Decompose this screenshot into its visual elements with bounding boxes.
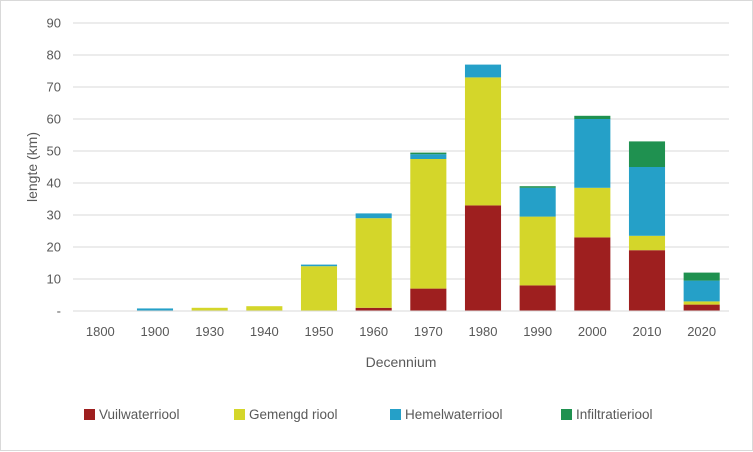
bar-1990-infiltratieriool [519,186,556,188]
x-tick-label-1930: 1930 [195,324,224,339]
bar-1940-gemengd riool [246,306,283,311]
x-tick-label-1960: 1960 [359,324,388,339]
gridlines [73,22,729,280]
bar-1960-vuilwaterriool [355,307,392,311]
x-tick-label-1940: 1940 [250,324,279,339]
x-tick-label-1800: 1800 [86,324,115,339]
bar-2020-infiltratieriool [683,272,720,281]
bar-1950-gemengd riool [300,266,338,311]
legend-swatch-hemelwaterriool [390,409,401,420]
bar-1980-vuilwaterriool [464,205,502,311]
bar-1930-gemengd riool [191,307,228,311]
bar-1980-gemengd riool [464,77,502,206]
bar-1970-gemengd riool [410,159,447,289]
legend: Vuilwaterriool Gemengd riool Hemelwaterrio… [84,407,653,422]
legend-swatch-vuilwaterriool [84,409,95,420]
x-tick-label-1990: 1990 [523,324,552,339]
y-axis-ticks: - 10 20 30 40 50 60 70 80 90 [47,16,61,319]
legend-label-gemengd riool: Gemengd riool [249,407,338,422]
y-tick-label-4: 40 [47,176,61,191]
x-tick-label-1900: 1900 [141,324,170,339]
bar-2000-hemelwaterriool [574,119,611,188]
bars-layer [136,64,720,311]
legend-swatch-gemengd riool [234,409,245,420]
x-tick-label-1980: 1980 [469,324,498,339]
bar-1950-hemelwaterriool [300,264,338,267]
bar-1990-gemengd riool [519,216,556,286]
y-tick-label-9: 90 [47,16,61,31]
y-tick-label-0: - [57,304,61,319]
bar-2000-infiltratieriool [574,115,611,119]
bar-1990-vuilwaterriool [519,285,556,311]
bar-1970-vuilwaterriool [410,288,447,311]
bar-1960-gemengd riool [355,218,392,308]
y-tick-label-3: 30 [47,208,61,223]
bar-2020-hemelwaterriool [683,280,720,302]
y-axis-title: lengte (km) [24,132,40,202]
bar-1900-hemelwaterriool [136,308,174,311]
bar-1960-hemelwaterriool [355,213,392,219]
bar-1990-hemelwaterriool [519,187,556,217]
y-tick-label-5: 50 [47,144,61,159]
bar-2020-gemengd riool [683,301,720,305]
y-tick-label-8: 80 [47,48,61,63]
bar-1980-hemelwaterriool [464,64,502,78]
x-tick-label-2010: 2010 [633,324,662,339]
legend-swatch-infiltratieriool [561,409,572,420]
y-tick-label-7: 70 [47,80,61,95]
bar-2010-gemengd riool [628,235,666,251]
bar-2000-vuilwaterriool [574,237,611,311]
bar-1970-hemelwaterriool [410,154,447,159]
legend-label-hemelwaterriool: Hemelwaterriool [405,407,503,422]
y-tick-label-2: 20 [47,240,61,255]
bar-2020-vuilwaterriool [683,304,720,311]
x-tick-label-2020: 2020 [687,324,716,339]
legend-label-vuilwaterriool: Vuilwaterriool [99,407,180,422]
x-tick-label-1950: 1950 [305,324,334,339]
x-axis-ticks: 1800 1900 1930 1940 1950 1960 1970 1980 1990 2000… [86,324,716,339]
y-tick-label-1: 10 [47,272,61,287]
bar-2010-infiltratieriool [628,141,666,167]
bar-1970-infiltratieriool [410,152,447,155]
x-tick-label-1970: 1970 [414,324,443,339]
bar-2010-vuilwaterriool [628,250,666,311]
x-tick-label-2000: 2000 [578,324,607,339]
y-tick-label-6: 60 [47,112,61,127]
legend-label-infiltratieriool: Infiltratieriool [576,407,653,422]
bar-2010-hemelwaterriool [628,167,666,236]
x-axis-title: Decennium [366,354,437,370]
bar-2000-gemengd riool [574,187,611,238]
